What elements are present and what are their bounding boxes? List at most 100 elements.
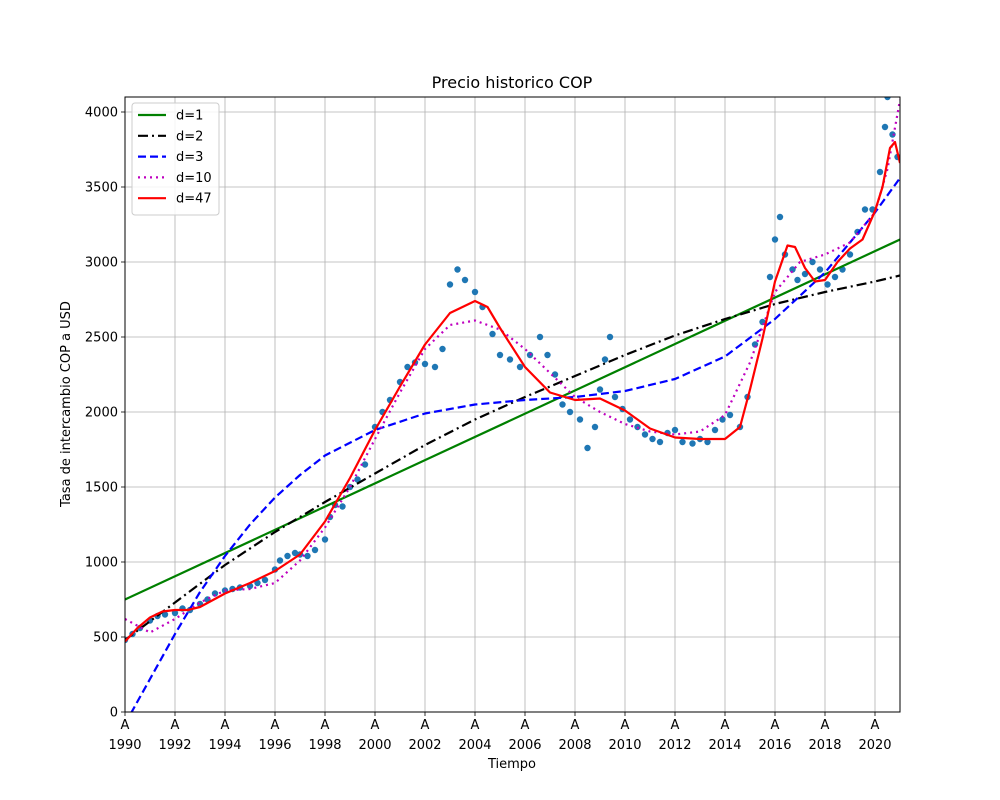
scatter-point [339,503,346,510]
scatter-point [544,351,551,359]
scatter-point [606,333,614,341]
scatter-point [404,363,411,371]
x-tick-prefix: A [771,718,780,733]
scatter-point [291,549,299,557]
scatter-point [361,461,369,468]
scatter-point [641,431,649,438]
scatter-point [321,536,329,543]
scatter-point [446,281,454,288]
y-tick-label: 2500 [85,331,118,346]
scatter-point [831,273,839,281]
scatter-point [809,258,816,266]
x-tick-prefix: A [271,718,280,733]
scatter-point [346,483,354,491]
scatter-point [801,270,809,278]
y-tick-label: 0 [110,706,118,721]
scatter-point [626,416,634,423]
x-tick-prefix: A [671,718,680,733]
scatter-point [304,552,311,560]
scatter-point [576,416,584,423]
scatter-point [704,438,711,446]
scatter-point [889,131,896,138]
x-tick-label: 2014 [708,738,741,753]
scatter-point [824,281,831,288]
scatter-point [454,266,461,273]
x-tick-label: 2004 [458,738,491,753]
scatter-point [584,444,591,452]
scatter-point [161,611,169,618]
legend-label: d=1 [176,109,203,124]
scatter-point [611,393,619,401]
scatter-point [881,123,889,131]
scatter-point [726,411,734,419]
scatter-point [679,438,686,446]
x-tick-label: 2000 [358,738,391,753]
scatter-point [789,266,796,273]
y-tick-label: 500 [93,631,118,646]
x-tick-label: 1992 [158,738,191,753]
legend-label: d=3 [176,150,203,165]
x-tick-prefix: A [421,718,430,733]
x-tick-prefix: A [221,718,230,733]
scatter-point [276,557,284,564]
scatter-point [439,345,446,353]
scatter-point [431,363,439,371]
scatter-point [861,206,869,213]
scatter-point [254,579,261,587]
x-tick-label: 2018 [808,738,841,753]
grid [124,97,900,713]
y-tick-label: 2000 [85,406,118,421]
scatter-point [566,408,574,416]
scatter-point [776,213,784,221]
y-tick-label: 4000 [85,106,118,121]
legend: d=1 d=2 d=3 d=10 d=47 [131,102,220,216]
scatter-point [461,276,469,284]
x-tick-label: 2016 [758,738,791,753]
x-tick-label: 1998 [308,738,341,753]
chart-title: Precio historico COP [432,73,593,92]
scatter-point [601,356,609,363]
x-tick-label: 2006 [508,738,541,753]
axis-ticks: A 1990 A 1992 A 1994 A 1996 A 1998 A 2000 A 2002 A 2004… [85,106,892,754]
scatter-point [689,440,696,447]
scatter-point [711,426,719,434]
x-tick-label: 2008 [558,738,591,753]
x-tick-prefix: A [621,718,630,733]
scatter-point [656,438,664,446]
series-line-d-10 [125,99,900,634]
x-tick-prefix: A [171,718,180,733]
scatter-series [125,97,900,644]
scatter-point [421,360,429,368]
scatter-point [496,351,504,359]
scatter-point [261,576,269,584]
x-tick-prefix: A [321,718,330,733]
scatter-point [471,288,479,296]
legend-box [131,102,220,216]
legend-label: d=47 [176,192,212,207]
x-tick-label: 2010 [608,738,641,753]
legend-label: d=10 [176,171,212,186]
scatter-point [171,609,179,617]
series-line-d-2 [125,274,900,641]
x-tick-label: 2012 [658,738,691,753]
x-tick-label: 2020 [858,738,891,753]
scatter-point [489,330,496,338]
y-tick-label: 1500 [85,481,118,496]
x-tick-prefix: A [721,718,730,733]
scatter-point [516,363,524,371]
y-tick-label: 3500 [85,181,118,196]
fit-lines [125,99,900,712]
scatter-point [876,168,884,176]
x-tick-prefix: A [521,718,530,733]
x-tick-prefix: A [821,718,830,733]
scatter-point [536,333,544,341]
plot-frame [124,96,901,713]
scatter-point [596,386,604,393]
scatter-point [506,356,514,363]
scatter-point [846,251,854,258]
scatter-point [671,426,679,434]
scatter-point [354,476,361,483]
scatter-point [719,416,726,423]
x-tick-prefix: A [121,718,130,733]
